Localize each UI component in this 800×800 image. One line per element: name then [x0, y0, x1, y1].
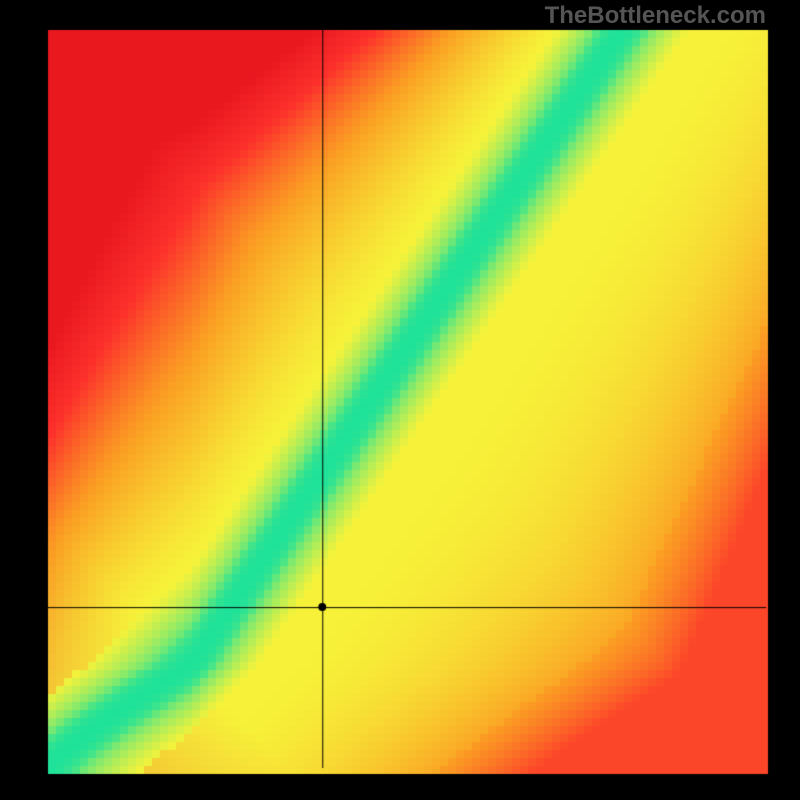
chart-container: TheBottleneck.com [0, 0, 800, 800]
heatmap-canvas [0, 0, 800, 800]
watermark-text: TheBottleneck.com [545, 2, 766, 30]
